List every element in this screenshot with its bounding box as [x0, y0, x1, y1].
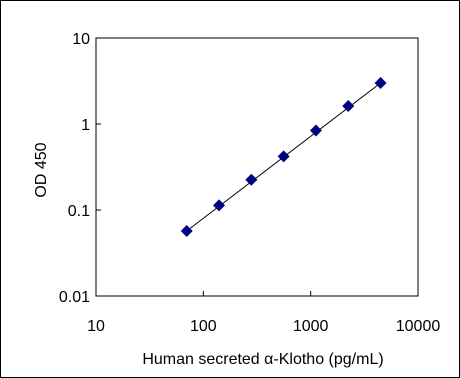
x-axis-title: Human secreted α-Klotho (pg/mL)	[142, 351, 383, 368]
y-tick-label: 1	[81, 117, 90, 134]
y-tick-label: 0.1	[68, 203, 90, 220]
y-tick-label: 0.01	[59, 289, 90, 306]
x-tick-label: 100	[190, 318, 217, 335]
plot-area	[96, 38, 418, 296]
y-axis-title: OD 450	[33, 142, 50, 197]
y-tick-label: 10	[72, 31, 90, 48]
x-tick-label: 1000	[293, 318, 329, 335]
x-tick-label: 10000	[396, 318, 441, 335]
x-tick-label: 10	[87, 318, 105, 335]
